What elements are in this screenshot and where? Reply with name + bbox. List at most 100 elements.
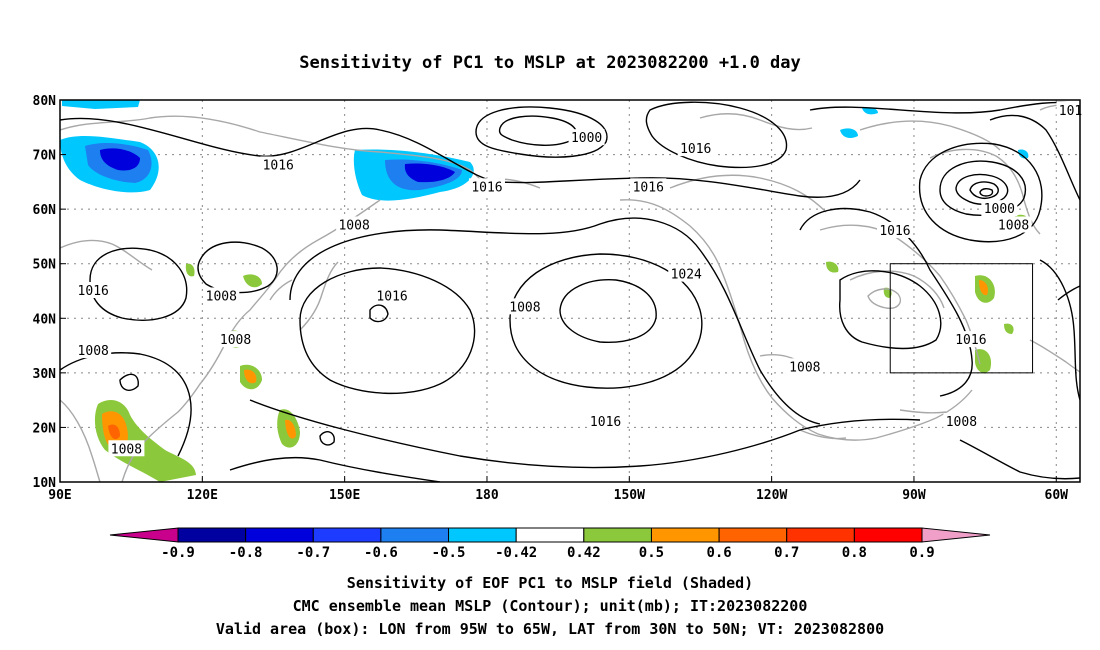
contour-label-bg (506, 298, 543, 315)
shade-patch (100, 148, 140, 171)
coastline (269, 279, 293, 301)
contour-label-bg (995, 216, 1032, 233)
contour-label-bg (108, 440, 145, 457)
colorbar-label: -0.42 (495, 545, 537, 561)
contour-label-bg (587, 412, 624, 429)
contour-label: 1008 (998, 219, 1029, 234)
contour-label-bg (981, 200, 1018, 217)
caption-line-1: Sensitivity of EOF PC1 to MSLP field (Sh… (347, 574, 753, 592)
isobar-contour (809, 101, 1080, 114)
isobar-contour (89, 247, 188, 321)
colorbar-label: -0.7 (296, 545, 330, 561)
colorbar-label: 0.8 (842, 545, 867, 561)
contour-label: 1008 (509, 300, 540, 315)
contour-label-bg (786, 358, 823, 375)
isobar-contour (979, 187, 994, 197)
shade-patch (883, 287, 892, 298)
caption-line-2: CMC ensemble mean MSLP (Contour); unit(m… (293, 597, 808, 615)
contour-label-bg (952, 331, 989, 348)
coastline (867, 288, 902, 309)
shade-patch (975, 349, 992, 373)
lon-tick-label: 90W (902, 488, 926, 503)
isobar-contour (969, 181, 999, 199)
contour-label-bg (203, 287, 240, 304)
map-panel: 1000 1016 1016 1016 1016 1016 1000 1008 101 1008 1… (33, 94, 1085, 503)
contour-label: 1008 (789, 360, 820, 375)
coastline (60, 399, 101, 482)
coastline (619, 199, 973, 441)
colorbar-label: -0.9 (161, 545, 195, 561)
lat-tick-label: 40N (33, 312, 57, 327)
isobar-contour (989, 114, 1080, 201)
isobar-contour (799, 207, 973, 397)
colorbar: -0.9 -0.8 -0.7 -0.6 -0.5 -0.42 0.42 0.5 0.6 0.7 0.… (109, 527, 991, 561)
colorbar-segment (448, 527, 517, 543)
shade-patch (979, 280, 989, 296)
colorbar-label: 0.5 (639, 545, 664, 561)
contour-label: 1008 (78, 344, 109, 359)
shade-patch (244, 369, 257, 384)
isobar-contour (839, 270, 942, 350)
contour-label-bg (75, 282, 112, 298)
isobar-contour (955, 173, 1009, 205)
isobar-contour (289, 217, 821, 425)
sensitivity-shading (60, 100, 1030, 482)
contour-label: 1000 (984, 202, 1015, 217)
shade-patch (1004, 323, 1014, 334)
contour-label: 1000 (571, 131, 602, 146)
colorbar-label: 0.42 (567, 545, 601, 561)
contour-label: 1008 (338, 219, 369, 234)
contour-label-bg (668, 265, 705, 282)
contour-label: 1016 (590, 415, 621, 430)
contour-label-bg (677, 140, 714, 157)
colorbar-segment (853, 527, 923, 543)
isobar-contour (369, 304, 389, 323)
shade-patch (108, 424, 120, 440)
contour-label-bg (374, 287, 411, 304)
valid-area-box (889, 263, 1034, 374)
contour-label-bg (943, 412, 980, 429)
colorbar-segment (312, 527, 382, 543)
colorbar-label: -0.8 (229, 545, 263, 561)
caption-line-3: Valid area (box): LON from 95W to 65W, L… (216, 620, 884, 638)
grid-lines (60, 100, 1080, 482)
map-frame (59, 99, 1081, 483)
contour-label-bg (568, 129, 605, 146)
coastline (899, 409, 947, 414)
colorbar-label: -0.5 (432, 545, 466, 561)
contour-label: 1016 (471, 180, 502, 195)
isobar-contour (229, 456, 441, 482)
contour-label: 1008 (220, 333, 251, 348)
isobar-contour (299, 267, 476, 395)
colorbar-triangle-low (109, 527, 179, 543)
colorbar-segment (583, 527, 652, 543)
lon-tick-label: 120W (756, 488, 787, 503)
lon-tick-label: 180 (475, 488, 499, 503)
lat-tick-label: 70N (33, 149, 57, 164)
lon-tick-label: 90E (48, 488, 71, 503)
isobar-contour (645, 101, 788, 169)
isobar-contour (197, 241, 278, 294)
coastline (799, 429, 847, 440)
latitude-tick-labels: 10N 20N 30N 40N 50N 60N 70N 80N (33, 94, 66, 491)
colorbar-segment (380, 527, 450, 543)
colorbar-label: 0.6 (706, 545, 731, 561)
contour-label-bg (75, 342, 112, 359)
isobar-contour (1039, 259, 1080, 401)
lat-tick-label: 30N (33, 367, 57, 382)
shade-patch (840, 128, 858, 138)
shade-patch (1018, 149, 1029, 159)
colorbar-segment (245, 527, 314, 543)
colorbar-segment (718, 527, 788, 543)
contour-label-bg (630, 178, 667, 195)
contour-label: 1016 (263, 158, 294, 173)
shade-patch (243, 274, 262, 288)
coastline (849, 270, 945, 309)
contour-label: 101 (1059, 104, 1082, 119)
contour-labels: 1000 1016 1016 1016 1016 1016 1000 1008 101 1008 1… (75, 101, 1085, 457)
contour-label-bg (876, 221, 913, 238)
shade-patch (285, 419, 296, 439)
lat-tick-label: 80N (33, 94, 57, 109)
coastline (60, 239, 153, 271)
